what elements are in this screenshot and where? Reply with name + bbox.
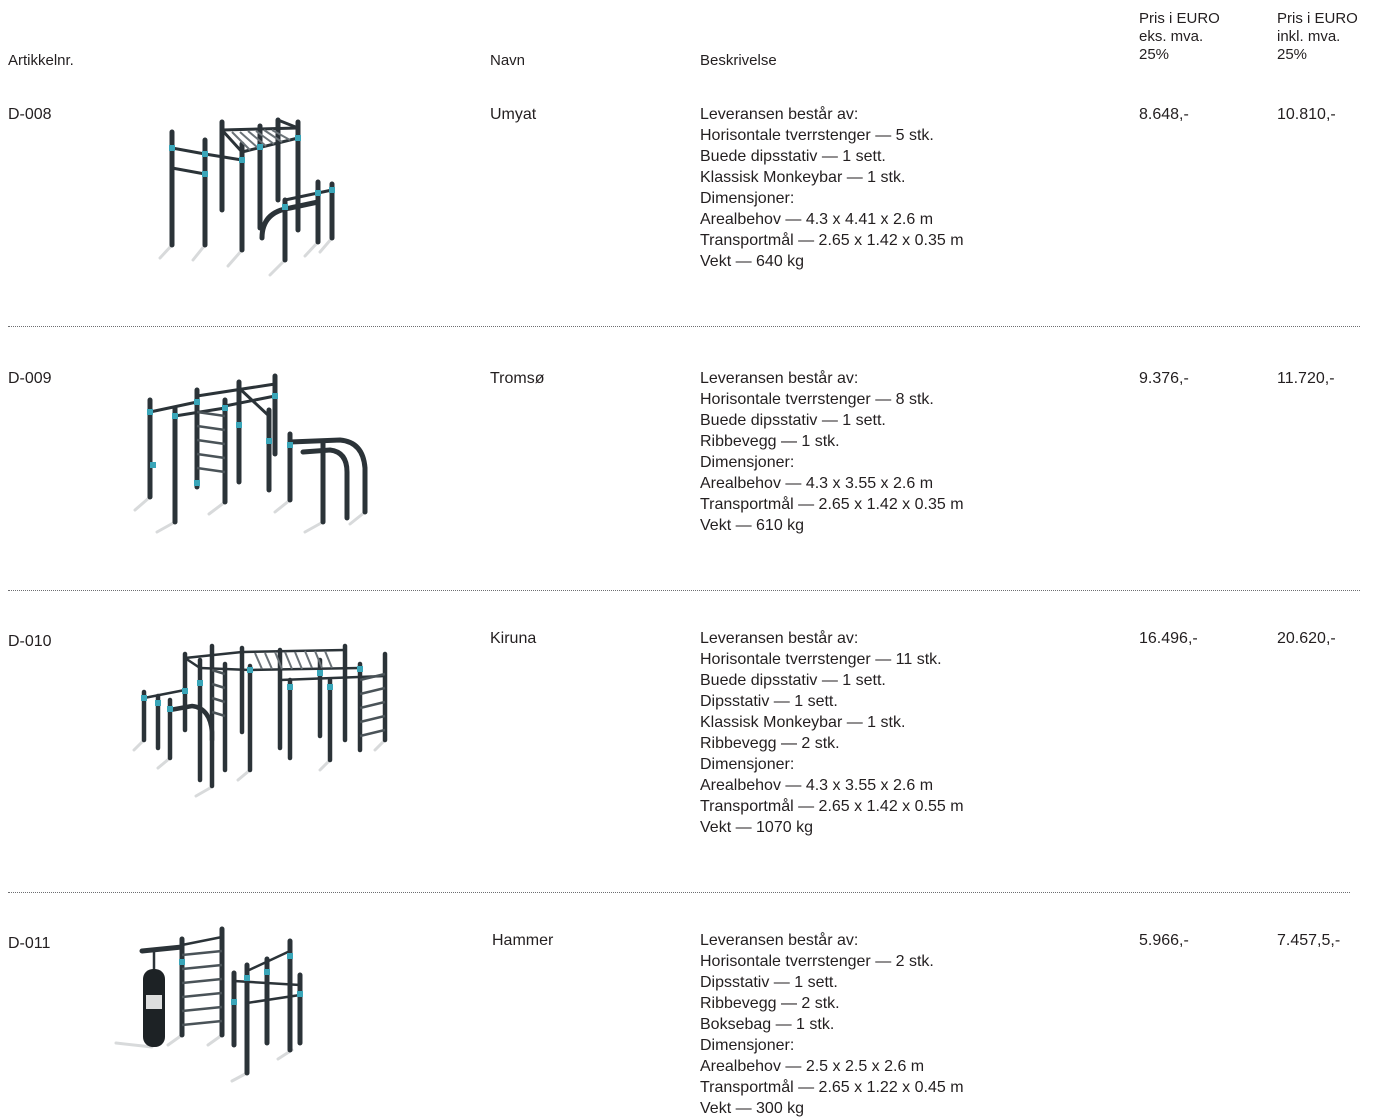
product-name: Tromsø [490, 370, 545, 387]
description-line: Transportmål — 2.65 x 1.22 x 0.45 m [700, 1079, 964, 1096]
description-line: Arealbehov — 2.5 x 2.5 x 2.6 m [700, 1058, 925, 1075]
product-description: Leveransen består av: Horisontale tverrs… [700, 628, 1120, 838]
description-line: Dimensjoner: [700, 1037, 795, 1054]
product-description: Leveransen består av: Horisontale tverrs… [700, 368, 1120, 536]
price-ex-vat: 8.648,- [1139, 106, 1189, 123]
header-artikkelnr: Artikkelnr. [8, 52, 74, 69]
description-line: Ribbevegg — 2 stk. [700, 735, 840, 752]
header-pris-eks: Pris i EURO eks. mva. 25% [1139, 10, 1220, 64]
product-name: Kiruna [490, 630, 537, 647]
description-line: Transportmål — 2.65 x 1.42 x 0.35 m [700, 232, 964, 249]
product-description: Leveransen består av: Horisontale tverrs… [700, 104, 1120, 272]
product-name: Umyat [490, 106, 537, 123]
price-inc-vat: 20.620,- [1277, 630, 1336, 647]
product-code: D-009 [8, 370, 52, 387]
header-pris-inkl-line: Pris i EURO [1277, 10, 1358, 27]
header-pris-inkl: Pris i EURO inkl. mva. 25% [1277, 10, 1358, 64]
price-inc-vat: 11.720,- [1277, 370, 1335, 387]
description-line: Horisontale tverrstenger — 5 stk. [700, 127, 934, 144]
description-line: Leveransen består av: [700, 106, 859, 123]
description-line: Vekt — 640 kg [700, 253, 805, 270]
row-separator [8, 892, 1350, 893]
description-line: Buede dipsstativ — 1 sett. [700, 672, 886, 689]
price-ex-vat: 16.496,- [1139, 630, 1198, 647]
header-navn: Navn [490, 52, 526, 69]
product-code: D-010 [8, 633, 52, 650]
description-line: Arealbehov — 4.3 x 3.55 x 2.6 m [700, 475, 934, 492]
header-pris-inkl-line: inkl. mva. [1277, 28, 1341, 45]
description-line: Klassisk Monkeybar — 1 stk. [700, 714, 906, 731]
hammer-workout-station-icon [112, 925, 312, 1085]
description-line: Dipsstativ — 1 sett. [700, 693, 838, 710]
description-line: Ribbevegg — 2 stk. [700, 995, 840, 1012]
product-name: Hammer [492, 932, 554, 949]
product-code: D-008 [8, 106, 52, 123]
description-line: Buede dipsstativ — 1 sett. [700, 412, 886, 429]
row-separator [8, 590, 1360, 591]
description-line: Leveransen består av: [700, 630, 859, 647]
description-line: Arealbehov — 4.3 x 3.55 x 2.6 m [700, 777, 934, 794]
header-beskrivelse: Beskrivelse [700, 52, 777, 69]
product-description: Leveransen består av: Horisontale tverrs… [700, 930, 1120, 1119]
description-line: Transportmål — 2.65 x 1.42 x 0.35 m [700, 496, 964, 513]
description-line: Leveransen består av: [700, 932, 859, 949]
description-line: Horisontale tverrstenger — 11 stk. [700, 651, 942, 668]
description-line: Vekt — 300 kg [700, 1100, 805, 1117]
price-inc-vat: 10.810,- [1277, 106, 1336, 123]
description-line: Dipsstativ — 1 sett. [700, 974, 838, 991]
price-ex-vat: 5.966,- [1139, 932, 1189, 949]
description-line: Transportmål — 2.65 x 1.42 x 0.55 m [700, 798, 964, 815]
description-line: Arealbehov — 4.3 x 4.41 x 2.6 m [700, 211, 934, 228]
description-line: Ribbevegg — 1 stk. [700, 433, 840, 450]
description-line: Horisontale tverrstenger — 8 stk. [700, 391, 934, 408]
description-line: Klassisk Monkeybar — 1 stk. [700, 169, 906, 186]
product-code: D-011 [8, 935, 51, 952]
description-line: Vekt — 610 kg [700, 517, 805, 534]
description-line: Dimensjoner: [700, 756, 795, 773]
header-pris-eks-line: Pris i EURO [1139, 10, 1220, 27]
price-ex-vat: 9.376,- [1139, 370, 1189, 387]
description-line: Horisontale tverrstenger — 2 stk. [700, 953, 934, 970]
description-line: Boksebag — 1 stk. [700, 1016, 835, 1033]
description-line: Vekt — 1070 kg [700, 819, 813, 836]
description-line: Leveransen består av: [700, 370, 859, 387]
header-pris-eks-line: 25% [1139, 46, 1170, 63]
description-line: Buede dipsstativ — 1 sett. [700, 148, 886, 165]
header-pris-inkl-line: 25% [1277, 46, 1308, 63]
description-line: Dimensjoner: [700, 454, 795, 471]
price-inc-vat: 7.457,5,- [1277, 932, 1341, 949]
header-pris-eks-line: eks. mva. [1139, 28, 1204, 45]
kiruna-workout-station-icon [130, 640, 400, 800]
description-line: Dimensjoner: [700, 190, 795, 207]
row-separator [8, 326, 1360, 327]
umyat-workout-station-icon [150, 110, 350, 280]
tromso-workout-station-icon [125, 372, 375, 537]
